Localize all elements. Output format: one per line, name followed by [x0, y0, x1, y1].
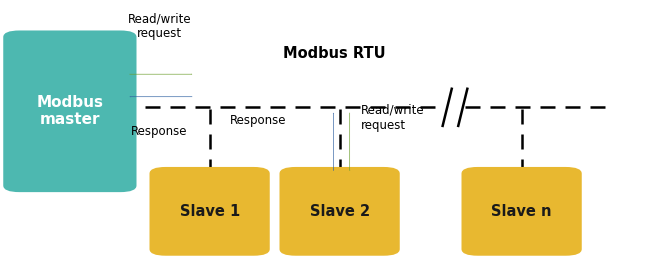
FancyBboxPatch shape	[280, 167, 400, 256]
Text: Modbus RTU: Modbus RTU	[283, 46, 385, 60]
Text: Read/write
request: Read/write request	[127, 12, 191, 41]
Text: Slave 2: Slave 2	[309, 204, 370, 219]
Text: Read/write
request: Read/write request	[361, 104, 424, 132]
Text: Slave n: Slave n	[491, 204, 552, 219]
FancyBboxPatch shape	[150, 167, 270, 256]
FancyBboxPatch shape	[462, 167, 582, 256]
Text: Modbus
master: Modbus master	[36, 95, 103, 127]
Text: Slave 1: Slave 1	[179, 204, 240, 219]
Text: Response: Response	[131, 125, 187, 138]
Text: Response: Response	[229, 114, 286, 127]
FancyBboxPatch shape	[3, 30, 136, 192]
